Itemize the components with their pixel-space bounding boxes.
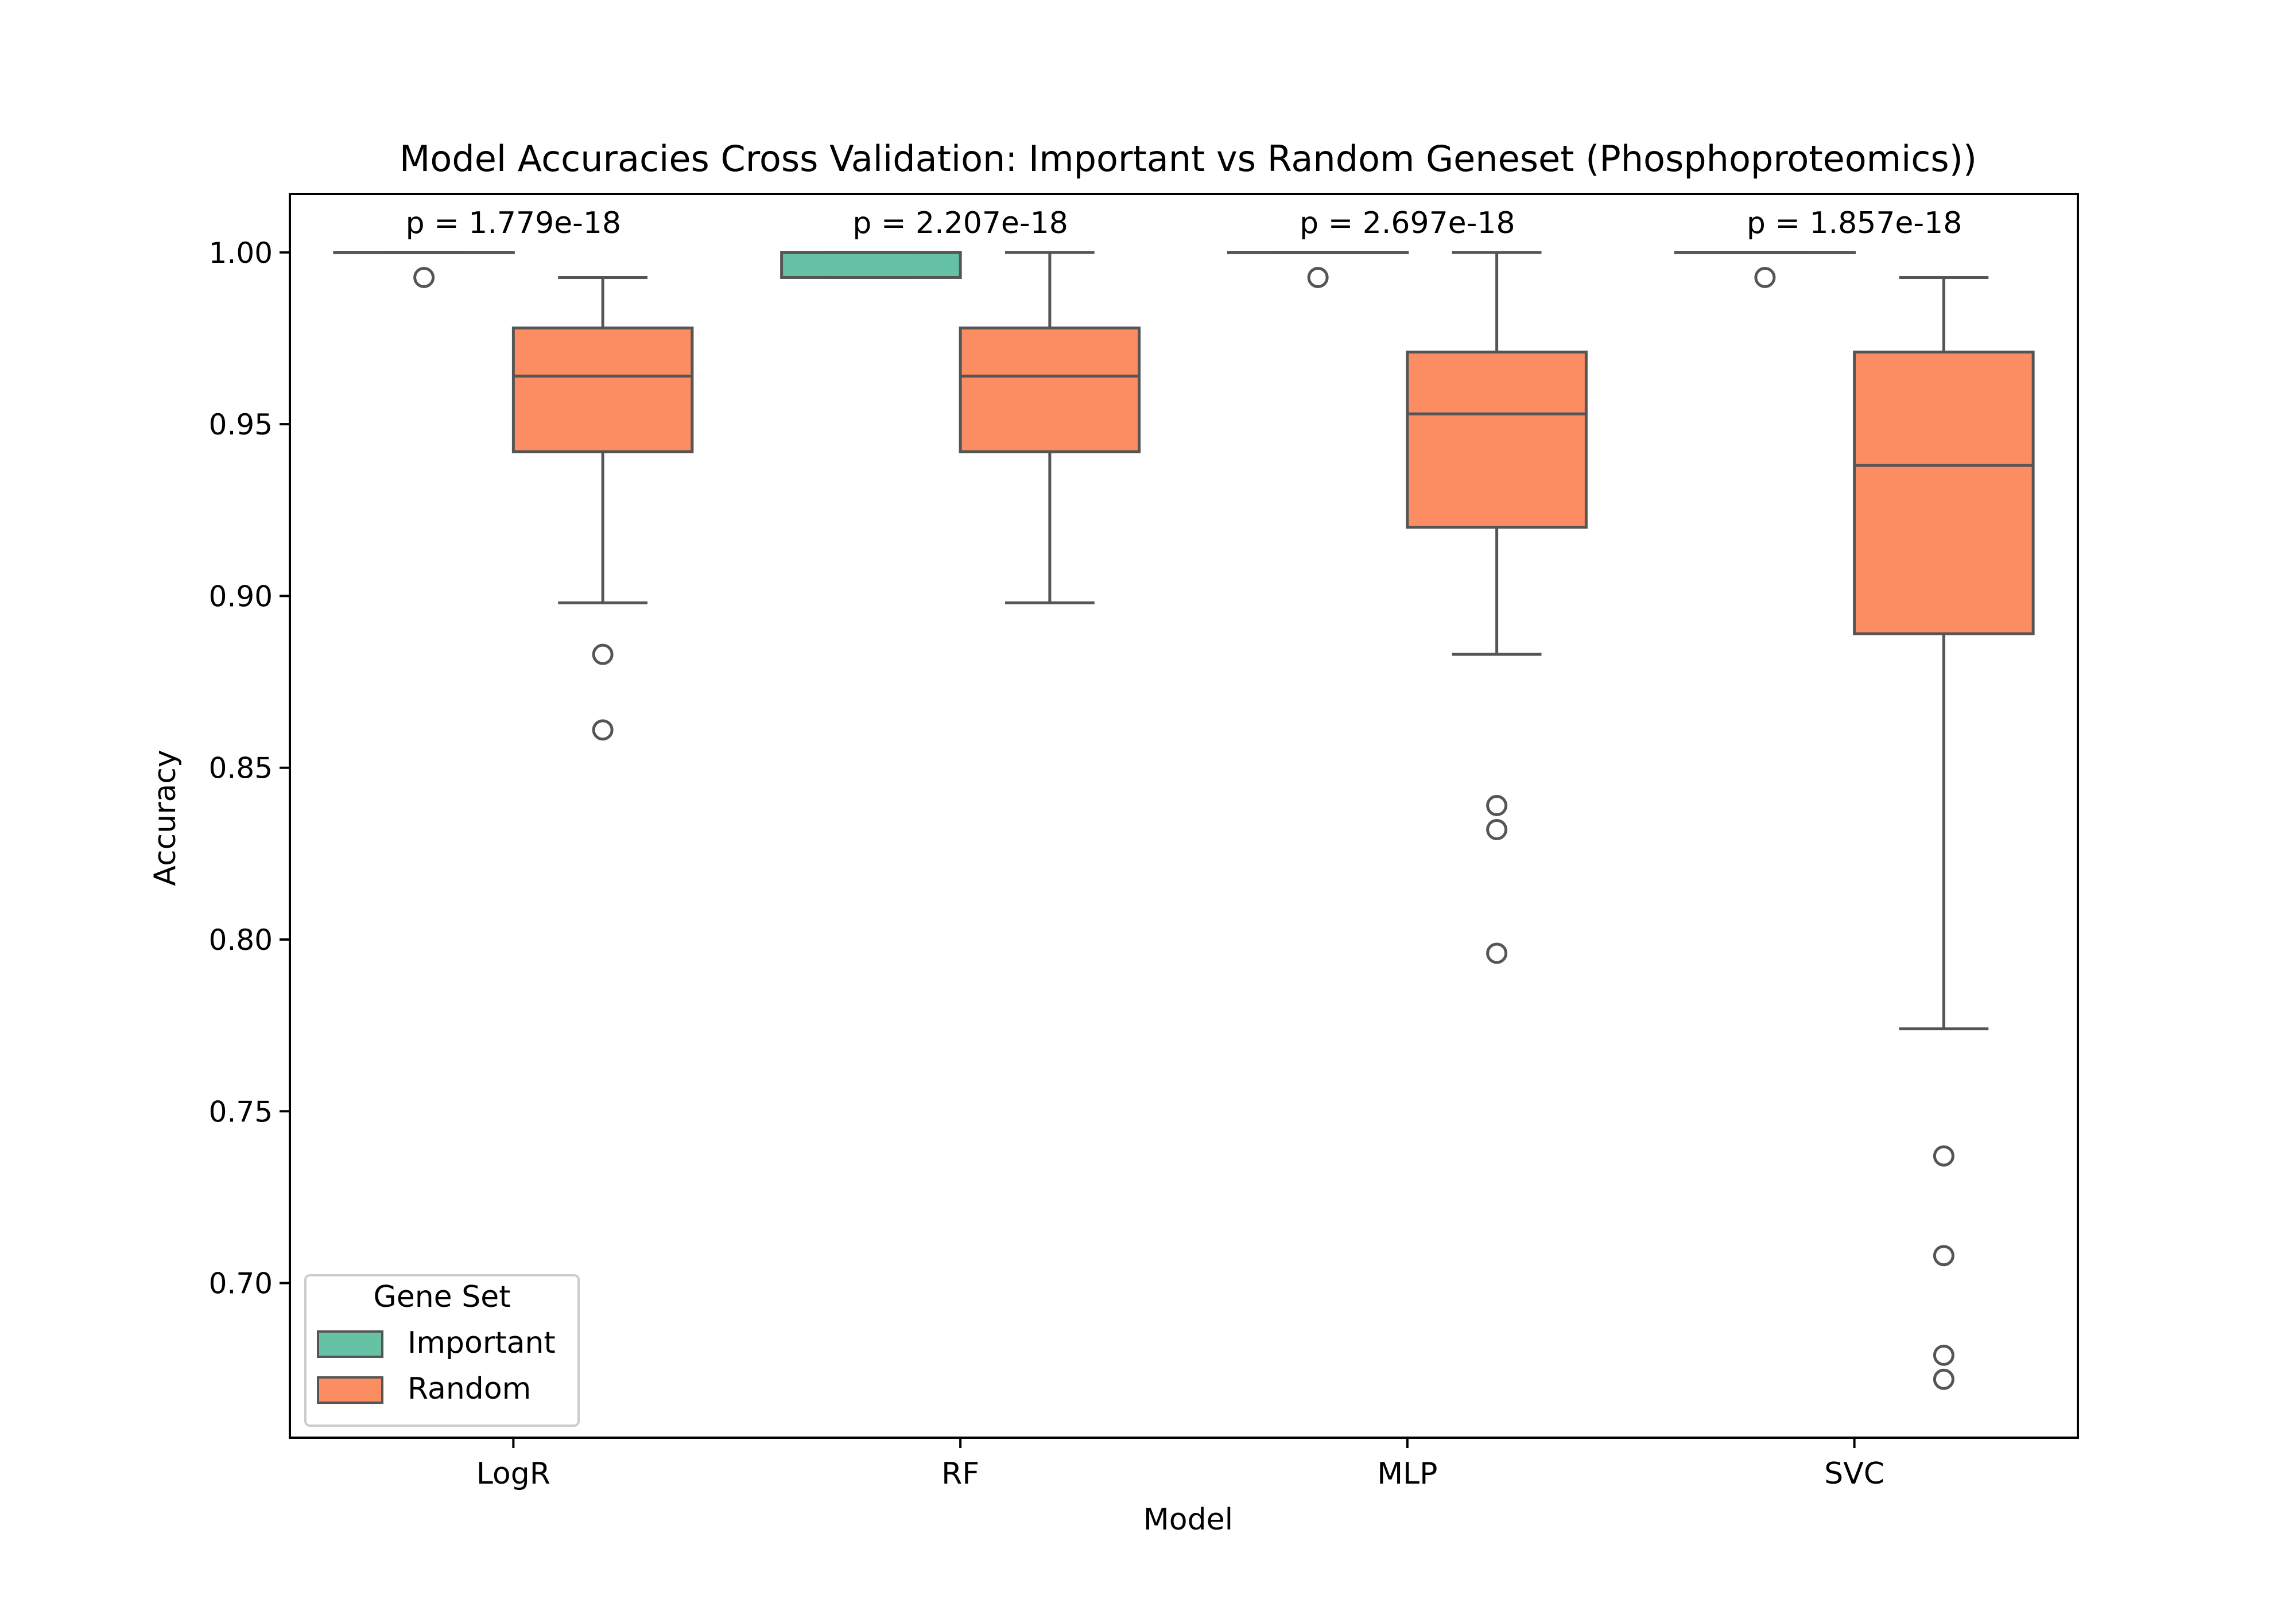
- p-value-annotation: p = 2.207e-18: [852, 206, 1068, 240]
- outlier-random-logr: [592, 719, 614, 741]
- outlier-random-svc: [1933, 1344, 1954, 1366]
- box-random-rf: [959, 326, 1141, 453]
- box-important-rf: [780, 251, 962, 279]
- box-random-logr: [511, 326, 694, 453]
- legend-label-important: Important: [408, 1326, 556, 1360]
- x-axis-label: Model: [1143, 1503, 1233, 1537]
- outlier-random-mlp: [1486, 942, 1508, 964]
- box-random-svc: [1853, 350, 2035, 635]
- legend-swatch-random: [317, 1376, 383, 1404]
- outlier-random-logr: [592, 643, 614, 665]
- outlier-important-svc: [1754, 266, 1776, 288]
- p-value-annotation: p = 2.697e-18: [1300, 206, 1515, 240]
- y-tick-label: 0.75: [209, 1095, 273, 1128]
- p-value-annotation: p = 1.779e-18: [406, 206, 621, 240]
- outlier-important-mlp: [1307, 266, 1329, 288]
- outlier-random-mlp: [1486, 818, 1508, 840]
- plot-area: 0.70 0.75 0.80 0.85 0.90 0.95 1.00 LogR RF MLP SVC…: [209, 193, 2079, 1491]
- box-random-mlp: [1406, 350, 1588, 529]
- y-tick-label: 0.90: [209, 580, 273, 613]
- p-value-annotation: p = 1.857e-18: [1747, 206, 1962, 240]
- x-tick-label: SVC: [1824, 1457, 1884, 1491]
- outlier-random-svc: [1933, 1145, 1954, 1167]
- legend-label-random: Random: [408, 1372, 531, 1406]
- outlier-random-svc: [1933, 1368, 1954, 1390]
- legend-swatch-important: [317, 1330, 383, 1358]
- x-tick-label: RF: [941, 1457, 979, 1491]
- chart-title: Model Accuracies Cross Validation: Impor…: [400, 138, 1977, 180]
- y-tick-label: 0.95: [209, 408, 273, 441]
- legend: Gene Set Important Random: [304, 1274, 580, 1427]
- y-tick-label: 0.70: [209, 1267, 273, 1301]
- outlier-random-mlp: [1486, 795, 1508, 817]
- axes-frame: [289, 193, 2079, 1439]
- legend-title: Gene Set: [373, 1280, 510, 1314]
- outlier-random-svc: [1933, 1245, 1954, 1267]
- x-tick-label: LogR: [476, 1457, 550, 1491]
- y-tick-label: 1.00: [209, 236, 273, 270]
- y-axis-label: Accuracy: [148, 750, 183, 886]
- y-tick-label: 0.80: [209, 923, 273, 957]
- x-tick-label: MLP: [1377, 1457, 1437, 1491]
- y-tick-label: 0.85: [209, 752, 273, 785]
- outlier-important-logr: [413, 266, 435, 288]
